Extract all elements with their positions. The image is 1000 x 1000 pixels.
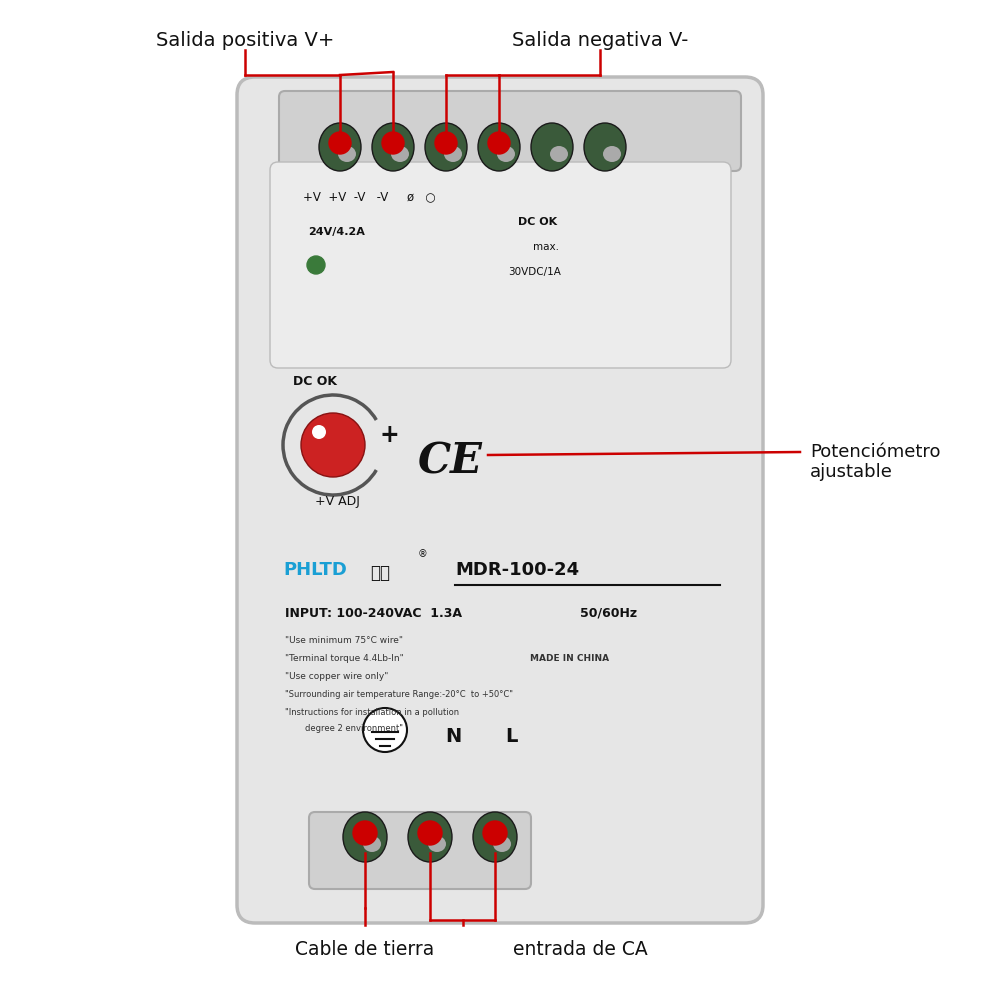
Text: +V  +V  -V   -V     ø   ○: +V +V -V -V ø ○ [303, 190, 436, 203]
Circle shape [353, 821, 377, 845]
Circle shape [483, 821, 507, 845]
Circle shape [329, 132, 351, 154]
Text: entrada de CA: entrada de CA [513, 940, 647, 959]
Text: degree 2 environment": degree 2 environment" [305, 724, 403, 733]
Circle shape [307, 256, 325, 274]
Ellipse shape [428, 836, 446, 852]
Ellipse shape [319, 123, 361, 171]
Circle shape [301, 413, 365, 477]
Ellipse shape [338, 146, 356, 162]
Text: "Use minimum 75°C wire": "Use minimum 75°C wire" [285, 636, 403, 645]
Text: Salida negativa V-: Salida negativa V- [512, 31, 688, 50]
Text: N: N [445, 727, 461, 746]
FancyBboxPatch shape [309, 812, 531, 889]
Ellipse shape [584, 123, 626, 171]
Circle shape [488, 132, 510, 154]
Text: +: + [380, 423, 400, 447]
Text: 30VDC/1A: 30VDC/1A [508, 267, 561, 277]
Text: "Use copper wire only": "Use copper wire only" [285, 672, 388, 681]
Circle shape [363, 708, 407, 752]
Text: DC OK: DC OK [518, 217, 557, 227]
Ellipse shape [531, 123, 573, 171]
Text: INPUT: 100-240VAC  1.3A: INPUT: 100-240VAC 1.3A [285, 607, 462, 620]
Circle shape [418, 821, 442, 845]
Ellipse shape [425, 123, 467, 171]
Ellipse shape [343, 812, 387, 862]
Text: L: L [505, 727, 517, 746]
Text: Salida positiva V+: Salida positiva V+ [156, 31, 334, 50]
Ellipse shape [408, 812, 452, 862]
Text: MADE IN CHINA: MADE IN CHINA [530, 654, 609, 663]
Text: max.: max. [533, 242, 559, 252]
Text: 24V/4.2A: 24V/4.2A [308, 227, 365, 237]
Text: DC OK: DC OK [293, 375, 337, 388]
FancyBboxPatch shape [237, 77, 763, 923]
Ellipse shape [497, 146, 515, 162]
Circle shape [382, 132, 404, 154]
Text: Cable de tierra: Cable de tierra [295, 940, 435, 959]
Ellipse shape [363, 836, 381, 852]
Ellipse shape [603, 146, 621, 162]
Ellipse shape [444, 146, 462, 162]
Text: CE: CE [418, 440, 483, 482]
Text: "Terminal torque 4.4Lb-In": "Terminal torque 4.4Lb-In" [285, 654, 404, 663]
FancyBboxPatch shape [270, 162, 731, 368]
Text: 50/60Hz: 50/60Hz [580, 607, 637, 620]
Text: ®: ® [418, 549, 428, 559]
Text: Potenciómetro
ajustable: Potenciómetro ajustable [810, 443, 940, 481]
Ellipse shape [493, 836, 511, 852]
Text: +V ADJ: +V ADJ [315, 495, 360, 508]
Text: MDR-100-24: MDR-100-24 [455, 561, 579, 579]
Ellipse shape [550, 146, 568, 162]
Circle shape [312, 425, 326, 439]
FancyBboxPatch shape [279, 91, 741, 171]
Text: PHLTD: PHLTD [283, 561, 347, 579]
Ellipse shape [391, 146, 409, 162]
Ellipse shape [372, 123, 414, 171]
Text: 鹏汉: 鹏汉 [370, 564, 390, 582]
Text: "Surrounding air temperature Range:-20°C  to +50°C": "Surrounding air temperature Range:-20°C… [285, 690, 513, 699]
Circle shape [435, 132, 457, 154]
Ellipse shape [478, 123, 520, 171]
Ellipse shape [473, 812, 517, 862]
Text: "Instructions for installation in a pollution: "Instructions for installation in a poll… [285, 708, 459, 717]
